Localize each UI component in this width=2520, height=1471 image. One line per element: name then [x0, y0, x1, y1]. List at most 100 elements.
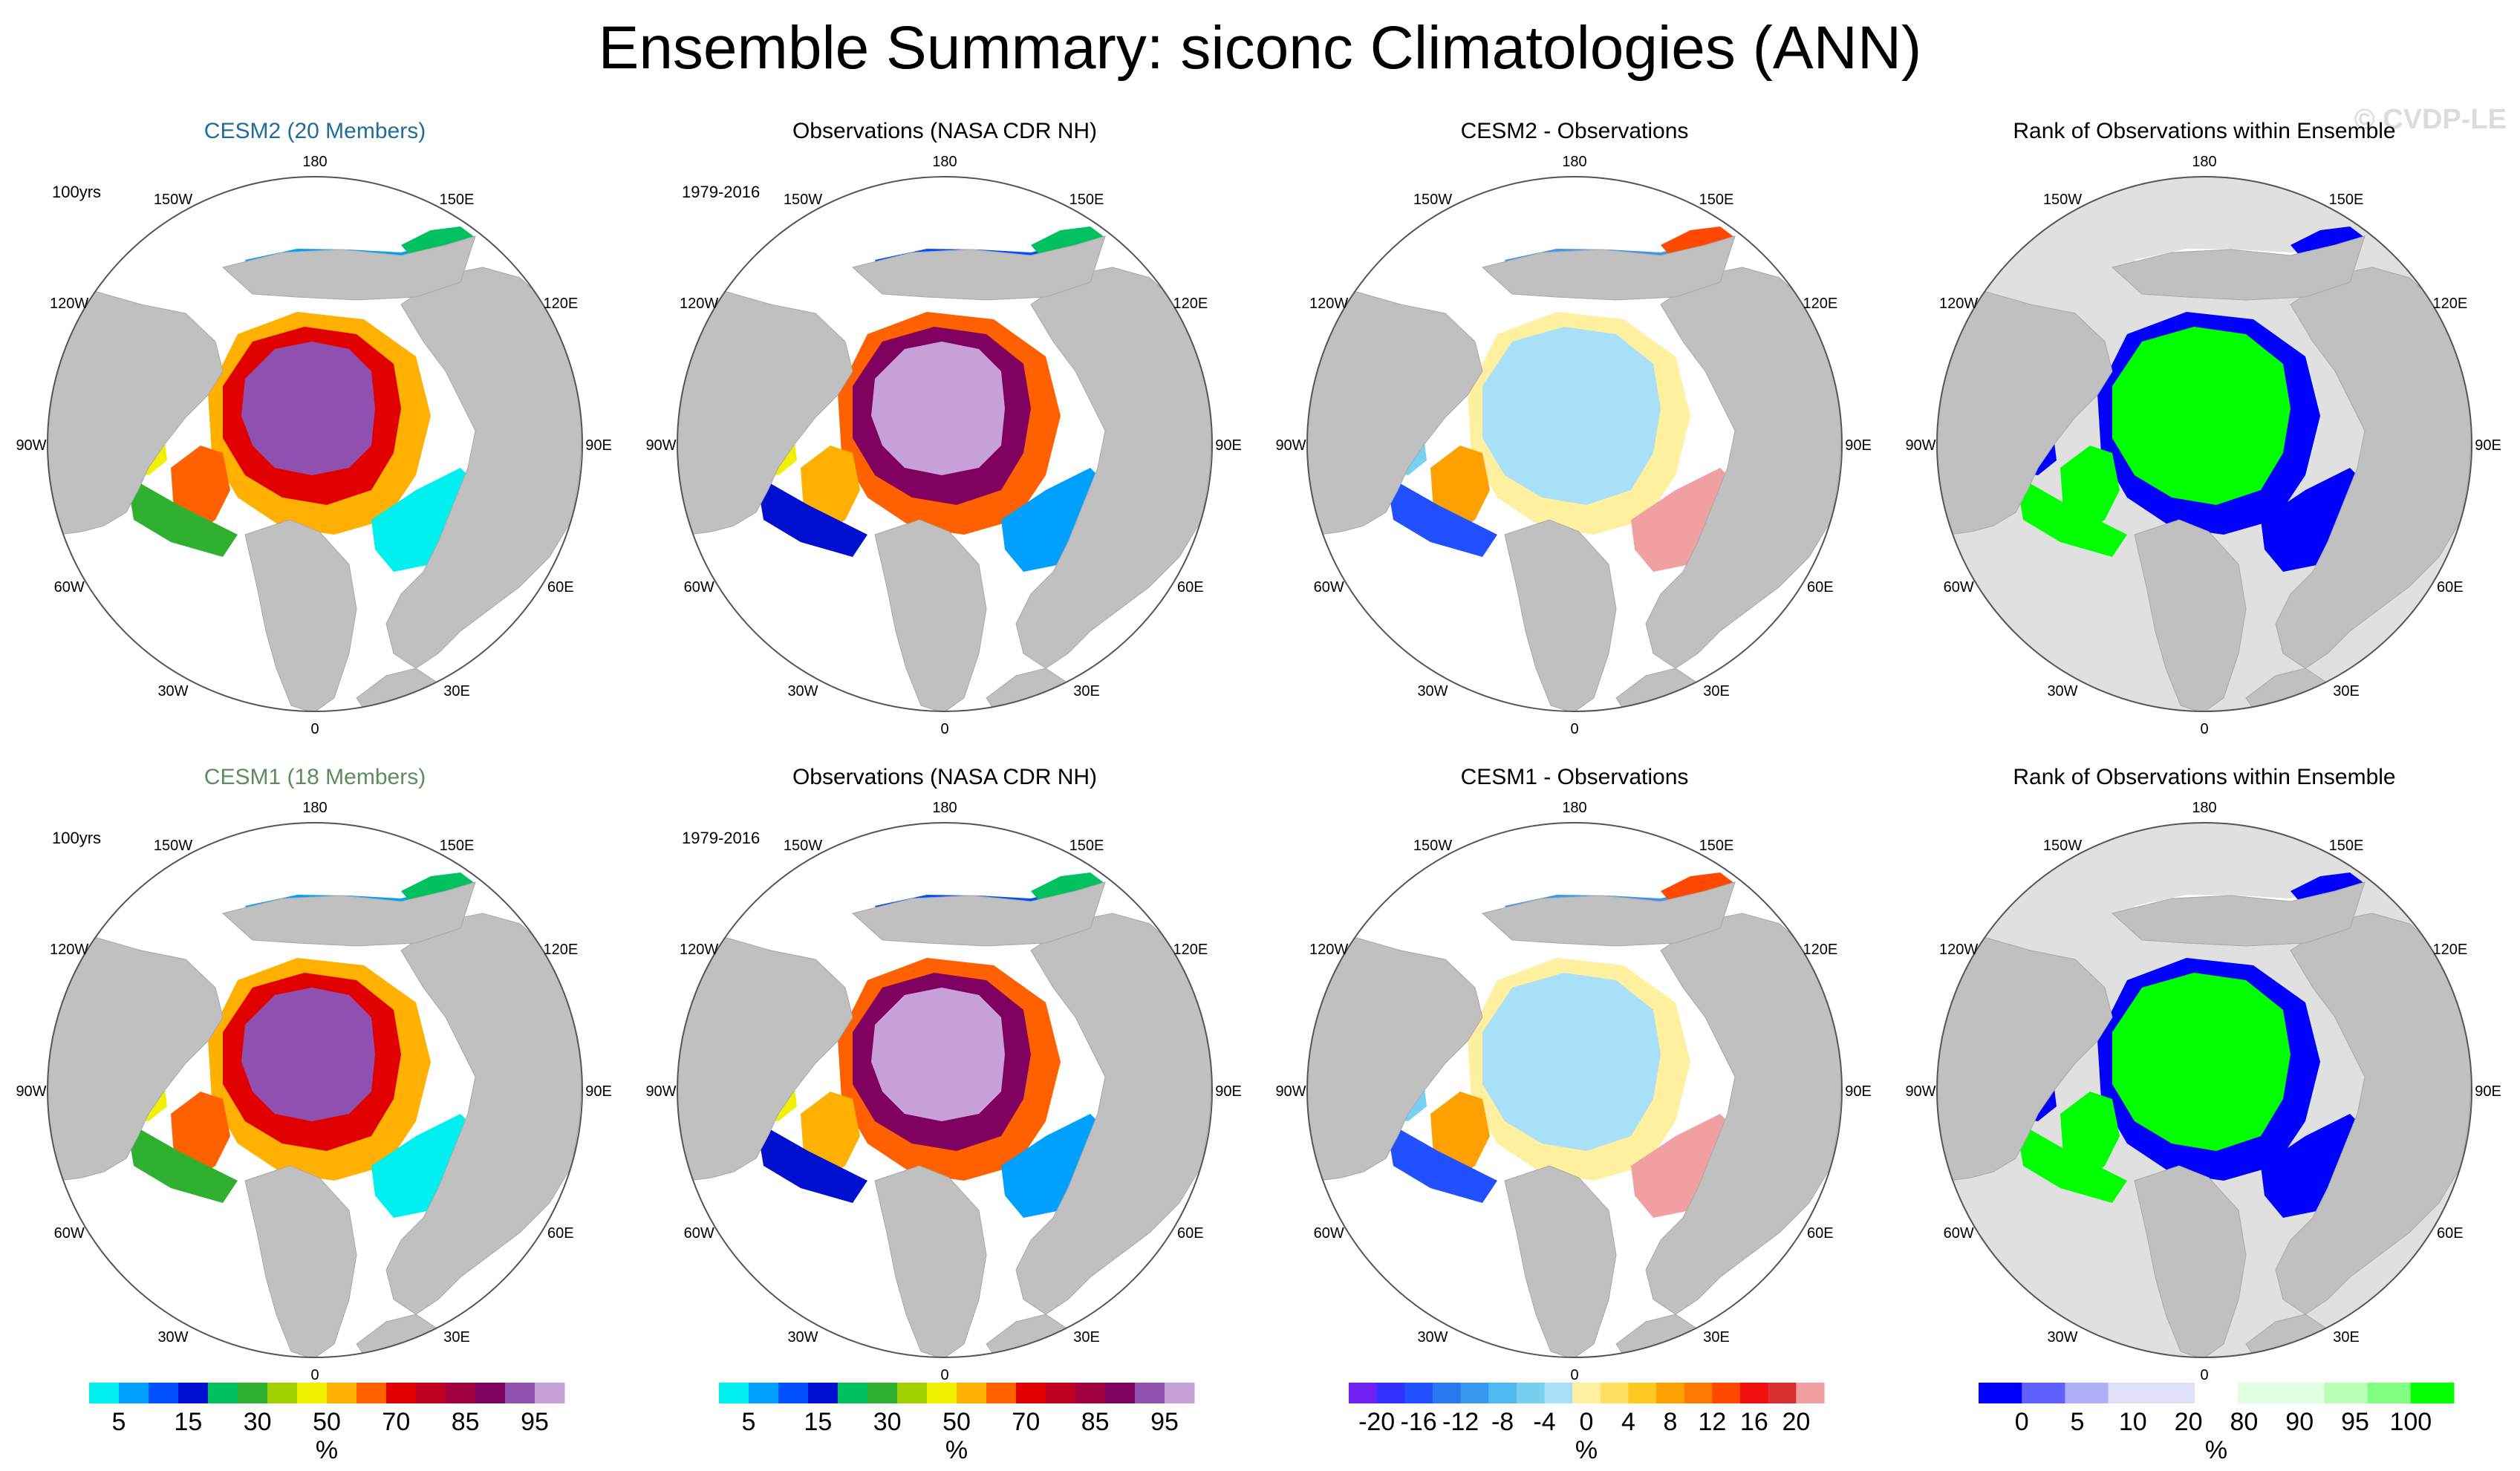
colorbar-swatch	[535, 1383, 565, 1403]
lon-label: 90E	[1845, 1083, 1872, 1100]
ice-region-labrador	[756, 475, 867, 557]
colorbar-unit: %	[316, 1436, 338, 1464]
lon-label: 150E	[2329, 838, 2364, 854]
colorbar-swatch	[1075, 1383, 1106, 1403]
colorbar-swatch	[867, 1383, 898, 1403]
lon-label: 60E	[1807, 579, 1834, 596]
colorbar-swatch	[1740, 1383, 1769, 1403]
land-mass	[2134, 1165, 2247, 1357]
colorbar-tick-label: 90	[2285, 1408, 2314, 1436]
lon-label: 0	[310, 721, 319, 737]
colorbar-tick-label: 95	[1150, 1408, 1179, 1436]
lon-label: 30E	[2333, 1329, 2360, 1346]
lon-label: 180	[932, 800, 957, 816]
colorbar-swatch	[149, 1383, 179, 1403]
lon-label: 60E	[1177, 579, 1204, 596]
land-mass	[874, 519, 987, 711]
colorbar-clim-cesm: 5 15 30 50 70 85 95%	[0, 1383, 630, 1464]
colorbar-swatch	[1656, 1383, 1685, 1403]
map-boundary	[47, 822, 583, 1358]
map-boundary	[677, 176, 1213, 712]
colorbar-tick-label: 30	[244, 1408, 272, 1436]
lon-label: 120E	[1803, 942, 1837, 958]
land-mass	[2134, 519, 2247, 711]
colorbar-tick-label: 95	[2341, 1408, 2369, 1436]
lon-label: 180	[1562, 154, 1586, 170]
polar-map: 180 150E 120E 90E 60E 30E 0 30W 60W 90W 120W 150W	[1275, 154, 1871, 737]
panel-title: Rank of Observations within Ensemble	[2013, 119, 2396, 143]
lon-label: 0	[940, 1367, 948, 1383]
lon-label: 120E	[2432, 296, 2467, 312]
lon-label: 150W	[784, 192, 822, 208]
lon-label: 60E	[547, 1225, 574, 1242]
colorbar-swatch	[89, 1383, 120, 1403]
panel-r1c3: CESM2 - Observations 180 150E 120E 90E 60E 30E…	[1260, 119, 1889, 765]
panel-r1c2: Observations (NASA CDR NH) 1979-2016 180 15…	[630, 119, 1260, 765]
colorbar-swatch	[2367, 1383, 2412, 1403]
lon-label: 150E	[1699, 192, 1734, 208]
ice-region-central	[1501, 342, 1635, 475]
panel-title: Observations (NASA CDR NH)	[792, 119, 1098, 143]
colorbar-clim-obs: 5 15 30 50 70 85 95%	[630, 1383, 1260, 1464]
colorbar-tick-label: 0	[1580, 1408, 1594, 1436]
colorbar-svg: 5 15 30 50 70 85 95%	[719, 1383, 1195, 1464]
lon-label: 60W	[684, 1225, 714, 1242]
period-note: 100yrs	[52, 183, 102, 201]
lon-label: 60E	[2437, 1225, 2464, 1242]
lon-label: 150W	[1413, 838, 1452, 854]
lon-label: 0	[1570, 1367, 1578, 1383]
colorbar-swatch	[1768, 1383, 1797, 1403]
lon-label: 90W	[1275, 1083, 1306, 1100]
lon-label: 60W	[1314, 1225, 1344, 1242]
colorbar-tick-label: 20	[1782, 1408, 1810, 1436]
colorbar-swatch	[267, 1383, 298, 1403]
lon-label: 120W	[680, 296, 718, 312]
lon-label: 120W	[1939, 296, 1978, 312]
lon-label: 0	[1570, 721, 1578, 737]
colorbar-swatch	[119, 1383, 149, 1403]
lon-label: 90W	[645, 1083, 676, 1100]
lon-label: 30W	[1417, 1329, 1448, 1346]
panel-r1c4: Rank of Observations within Ensemble 180 1…	[1889, 119, 2519, 765]
colorbar-swatch	[1016, 1383, 1046, 1403]
lon-label: 90E	[2475, 437, 2501, 454]
lon-label: 150E	[1069, 192, 1104, 208]
lon-label: 0	[310, 1367, 319, 1383]
lon-label: 150W	[2043, 192, 2082, 208]
colorbar-swatch	[986, 1383, 1017, 1403]
lon-label: 30E	[1703, 683, 1730, 699]
lon-label: 30W	[787, 1329, 818, 1346]
panel-r2c2: Observations (NASA CDR NH) 1979-2016 180 15…	[630, 765, 1260, 1411]
colorbar-svg: -20 -16 -12 -8 -4 0 4 8 12 16 20%	[1349, 1383, 1825, 1464]
colorbar-swatch	[778, 1383, 809, 1403]
colorbar-tick-label: 70	[382, 1408, 410, 1436]
lon-label: 120W	[1309, 296, 1348, 312]
colorbar-tick-label: -16	[1401, 1408, 1437, 1436]
lon-label: 120W	[50, 296, 88, 312]
colorbar-tick-label: 4	[1621, 1408, 1635, 1436]
colorbar-svg: 0 5 10 20 80 90 95 100%	[1979, 1383, 2455, 1464]
colorbar-tick-label: 16	[1740, 1408, 1768, 1436]
ice-region-labrador	[126, 475, 238, 557]
land-mass	[221, 881, 476, 947]
lon-label: 60E	[547, 579, 574, 596]
colorbar-swatch	[897, 1383, 928, 1403]
colorbar-tick-label: 70	[1012, 1408, 1040, 1436]
ice-region-barents	[2261, 1114, 2372, 1218]
colorbar-swatch	[1105, 1383, 1136, 1403]
lon-label: 60W	[54, 579, 85, 596]
colorbar-tick-label: 85	[452, 1408, 480, 1436]
land-mass	[851, 881, 1106, 947]
lon-label: 90W	[1275, 437, 1306, 454]
colorbar-swatch	[2281, 1383, 2325, 1403]
lon-label: 180	[302, 800, 327, 816]
colorbar-swatch	[505, 1383, 535, 1403]
lon-label: 180	[302, 154, 327, 170]
land-mass	[221, 235, 476, 301]
colorbar-rank: 0 5 10 20 80 90 95 100%	[1889, 1383, 2519, 1464]
colorbar-swatch	[238, 1383, 268, 1403]
lon-label: 120E	[1173, 296, 1208, 312]
colorbar-swatch	[1460, 1383, 1489, 1403]
lon-label: 120W	[1939, 942, 1978, 958]
colorbar-swatch	[838, 1383, 868, 1403]
